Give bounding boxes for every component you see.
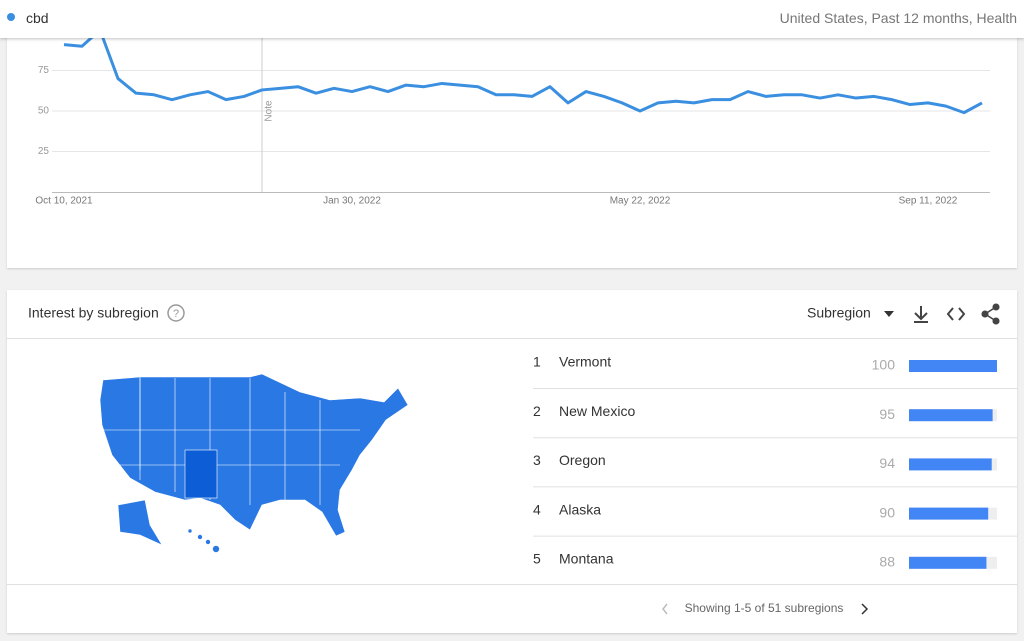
svg-text:?: ?: [173, 308, 179, 320]
region-value: 94: [879, 455, 895, 471]
region-name[interactable]: Montana: [559, 551, 614, 567]
bar: [909, 409, 993, 422]
rank: 4: [533, 501, 541, 517]
embed-icon[interactable]: [946, 307, 966, 321]
pagination: Showing 1-5 of 51 subregions: [662, 601, 869, 615]
rank: 3: [533, 452, 541, 468]
region-name[interactable]: Vermont: [559, 354, 611, 370]
term: cbd: [26, 10, 49, 26]
region-name[interactable]: Oregon: [559, 452, 606, 468]
us-map[interactable]: [99, 373, 409, 553]
region-value: 88: [879, 554, 895, 570]
x-tick-label: Jan 30, 2022: [323, 196, 381, 207]
help-icon[interactable]: ?: [167, 304, 185, 322]
chart-card: [7, 0, 1017, 268]
prev-page[interactable]: [662, 603, 668, 615]
rank: 5: [533, 551, 541, 567]
x-tick-label: May 22, 2022: [610, 196, 671, 207]
bar: [909, 556, 987, 569]
region-value: 100: [872, 357, 896, 373]
rank: 2: [533, 403, 541, 419]
x-tick-label: Oct 10, 2021: [35, 196, 93, 207]
pagination-text: Showing 1-5 of 51 subregions: [685, 601, 844, 615]
trend-line: [63, 28, 983, 115]
region-value: 90: [879, 504, 895, 520]
dropdown-arrow[interactable]: [884, 311, 894, 317]
share-icon[interactable]: [981, 303, 1000, 325]
chart: 25 50 75 Note Oct 10, 2021 Jan 30, 2022 May 22…: [35, 28, 990, 207]
y-tick-label: 50: [38, 106, 50, 117]
region-name[interactable]: Alaska: [559, 501, 601, 517]
panel-title: Interest by subregion: [28, 305, 159, 321]
region-value: 95: [879, 406, 895, 422]
download-icon[interactable]: [914, 306, 928, 323]
filters[interactable]: United States, Past 12 months, Health: [779, 10, 1017, 26]
rank: 1: [533, 354, 541, 370]
region-name[interactable]: New Mexico: [559, 403, 635, 419]
y-tick-label: 75: [38, 65, 50, 76]
y-tick-label: 25: [38, 146, 50, 157]
x-tick-label: Sep 11, 2022: [899, 196, 958, 207]
bar: [909, 360, 997, 372]
note-label[interactable]: Note: [264, 100, 275, 122]
selector[interactable]: Subregion: [807, 305, 871, 321]
next-page[interactable]: [861, 603, 869, 615]
bar: [909, 458, 992, 471]
bar: [909, 507, 989, 520]
header: cbd United States, Past 12 months, Healt…: [0, 0, 1024, 38]
term-dot: [7, 13, 15, 21]
